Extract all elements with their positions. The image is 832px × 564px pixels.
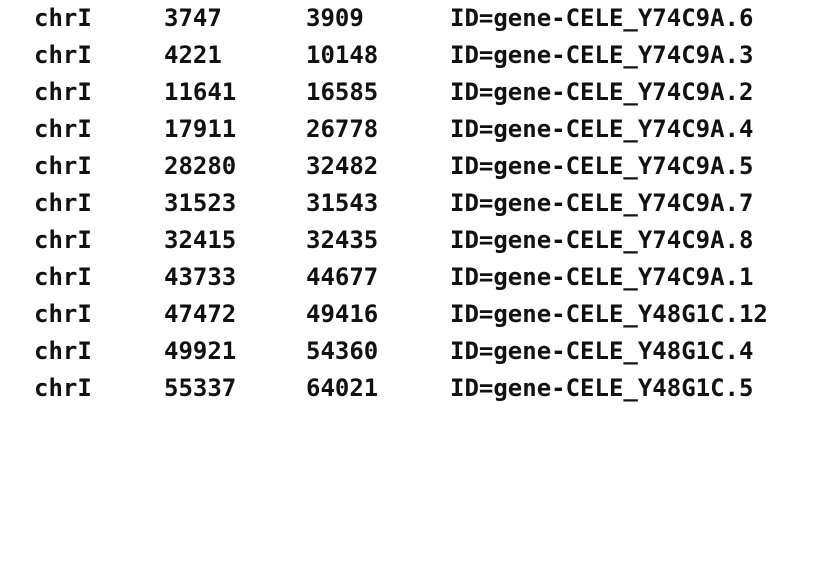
table-row: chrI 17911 26778 ID=gene-CELE_Y74C9A.4 — [0, 113, 832, 145]
name-cell: ID=gene-CELE_Y74C9A.5 — [450, 152, 754, 180]
name-cell: ID=gene-CELE_Y74C9A.2 — [450, 78, 754, 106]
end-cell: 16585 — [306, 78, 379, 106]
chrom-cell: chrI — [34, 374, 92, 402]
table-row: chrI 47472 49416 ID=gene-CELE_Y48G1C.12 — [0, 298, 832, 330]
name-cell: ID=gene-CELE_Y48G1C.4 — [450, 337, 754, 365]
chrom-cell: chrI — [34, 337, 92, 365]
end-cell: 32482 — [306, 152, 379, 180]
start-cell: 11641 — [164, 78, 237, 106]
chrom-cell: chrI — [34, 226, 92, 254]
end-cell: 64021 — [306, 374, 379, 402]
chrom-cell: chrI — [34, 115, 92, 143]
start-cell: 43733 — [164, 263, 237, 291]
start-cell: 49921 — [164, 337, 237, 365]
end-cell: 10148 — [306, 41, 379, 69]
table-row: chrI 55337 64021 ID=gene-CELE_Y48G1C.5 — [0, 372, 832, 404]
table-row: chrI 32415 32435 ID=gene-CELE_Y74C9A.8 — [0, 224, 832, 256]
end-cell: 49416 — [306, 300, 379, 328]
chrom-cell: chrI — [34, 263, 92, 291]
start-cell: 28280 — [164, 152, 237, 180]
chrom-cell: chrI — [34, 152, 92, 180]
name-cell: ID=gene-CELE_Y48G1C.5 — [450, 374, 754, 402]
table-row: chrI 43733 44677 ID=gene-CELE_Y74C9A.1 — [0, 261, 832, 293]
start-cell: 4221 — [164, 41, 222, 69]
bed-table: chrI 3747 3909 ID=gene-CELE_Y74C9A.6 chr… — [0, 2, 832, 404]
chrom-cell: chrI — [34, 300, 92, 328]
end-cell: 54360 — [306, 337, 379, 365]
table-row: chrI 11641 16585 ID=gene-CELE_Y74C9A.2 — [0, 76, 832, 108]
start-cell: 32415 — [164, 226, 237, 254]
table-row: chrI 28280 32482 ID=gene-CELE_Y74C9A.5 — [0, 150, 832, 182]
table-row: chrI 4221 10148 ID=gene-CELE_Y74C9A.3 — [0, 39, 832, 71]
start-cell: 3747 — [164, 4, 222, 32]
end-cell: 32435 — [306, 226, 379, 254]
chrom-cell: chrI — [34, 4, 92, 32]
name-cell: ID=gene-CELE_Y74C9A.3 — [450, 41, 754, 69]
start-cell: 31523 — [164, 189, 237, 217]
table-row: chrI 3747 3909 ID=gene-CELE_Y74C9A.6 — [0, 2, 832, 34]
end-cell: 31543 — [306, 189, 379, 217]
name-cell: ID=gene-CELE_Y48G1C.12 — [450, 300, 768, 328]
name-cell: ID=gene-CELE_Y74C9A.6 — [450, 4, 754, 32]
table-row: chrI 31523 31543 ID=gene-CELE_Y74C9A.7 — [0, 187, 832, 219]
table-row: chrI 49921 54360 ID=gene-CELE_Y48G1C.4 — [0, 335, 832, 367]
chrom-cell: chrI — [34, 41, 92, 69]
name-cell: ID=gene-CELE_Y74C9A.1 — [450, 263, 754, 291]
end-cell: 26778 — [306, 115, 379, 143]
name-cell: ID=gene-CELE_Y74C9A.4 — [450, 115, 754, 143]
name-cell: ID=gene-CELE_Y74C9A.7 — [450, 189, 754, 217]
start-cell: 17911 — [164, 115, 237, 143]
start-cell: 47472 — [164, 300, 237, 328]
end-cell: 44677 — [306, 263, 379, 291]
start-cell: 55337 — [164, 374, 237, 402]
name-cell: ID=gene-CELE_Y74C9A.8 — [450, 226, 754, 254]
chrom-cell: chrI — [34, 78, 92, 106]
end-cell: 3909 — [306, 4, 364, 32]
chrom-cell: chrI — [34, 189, 92, 217]
